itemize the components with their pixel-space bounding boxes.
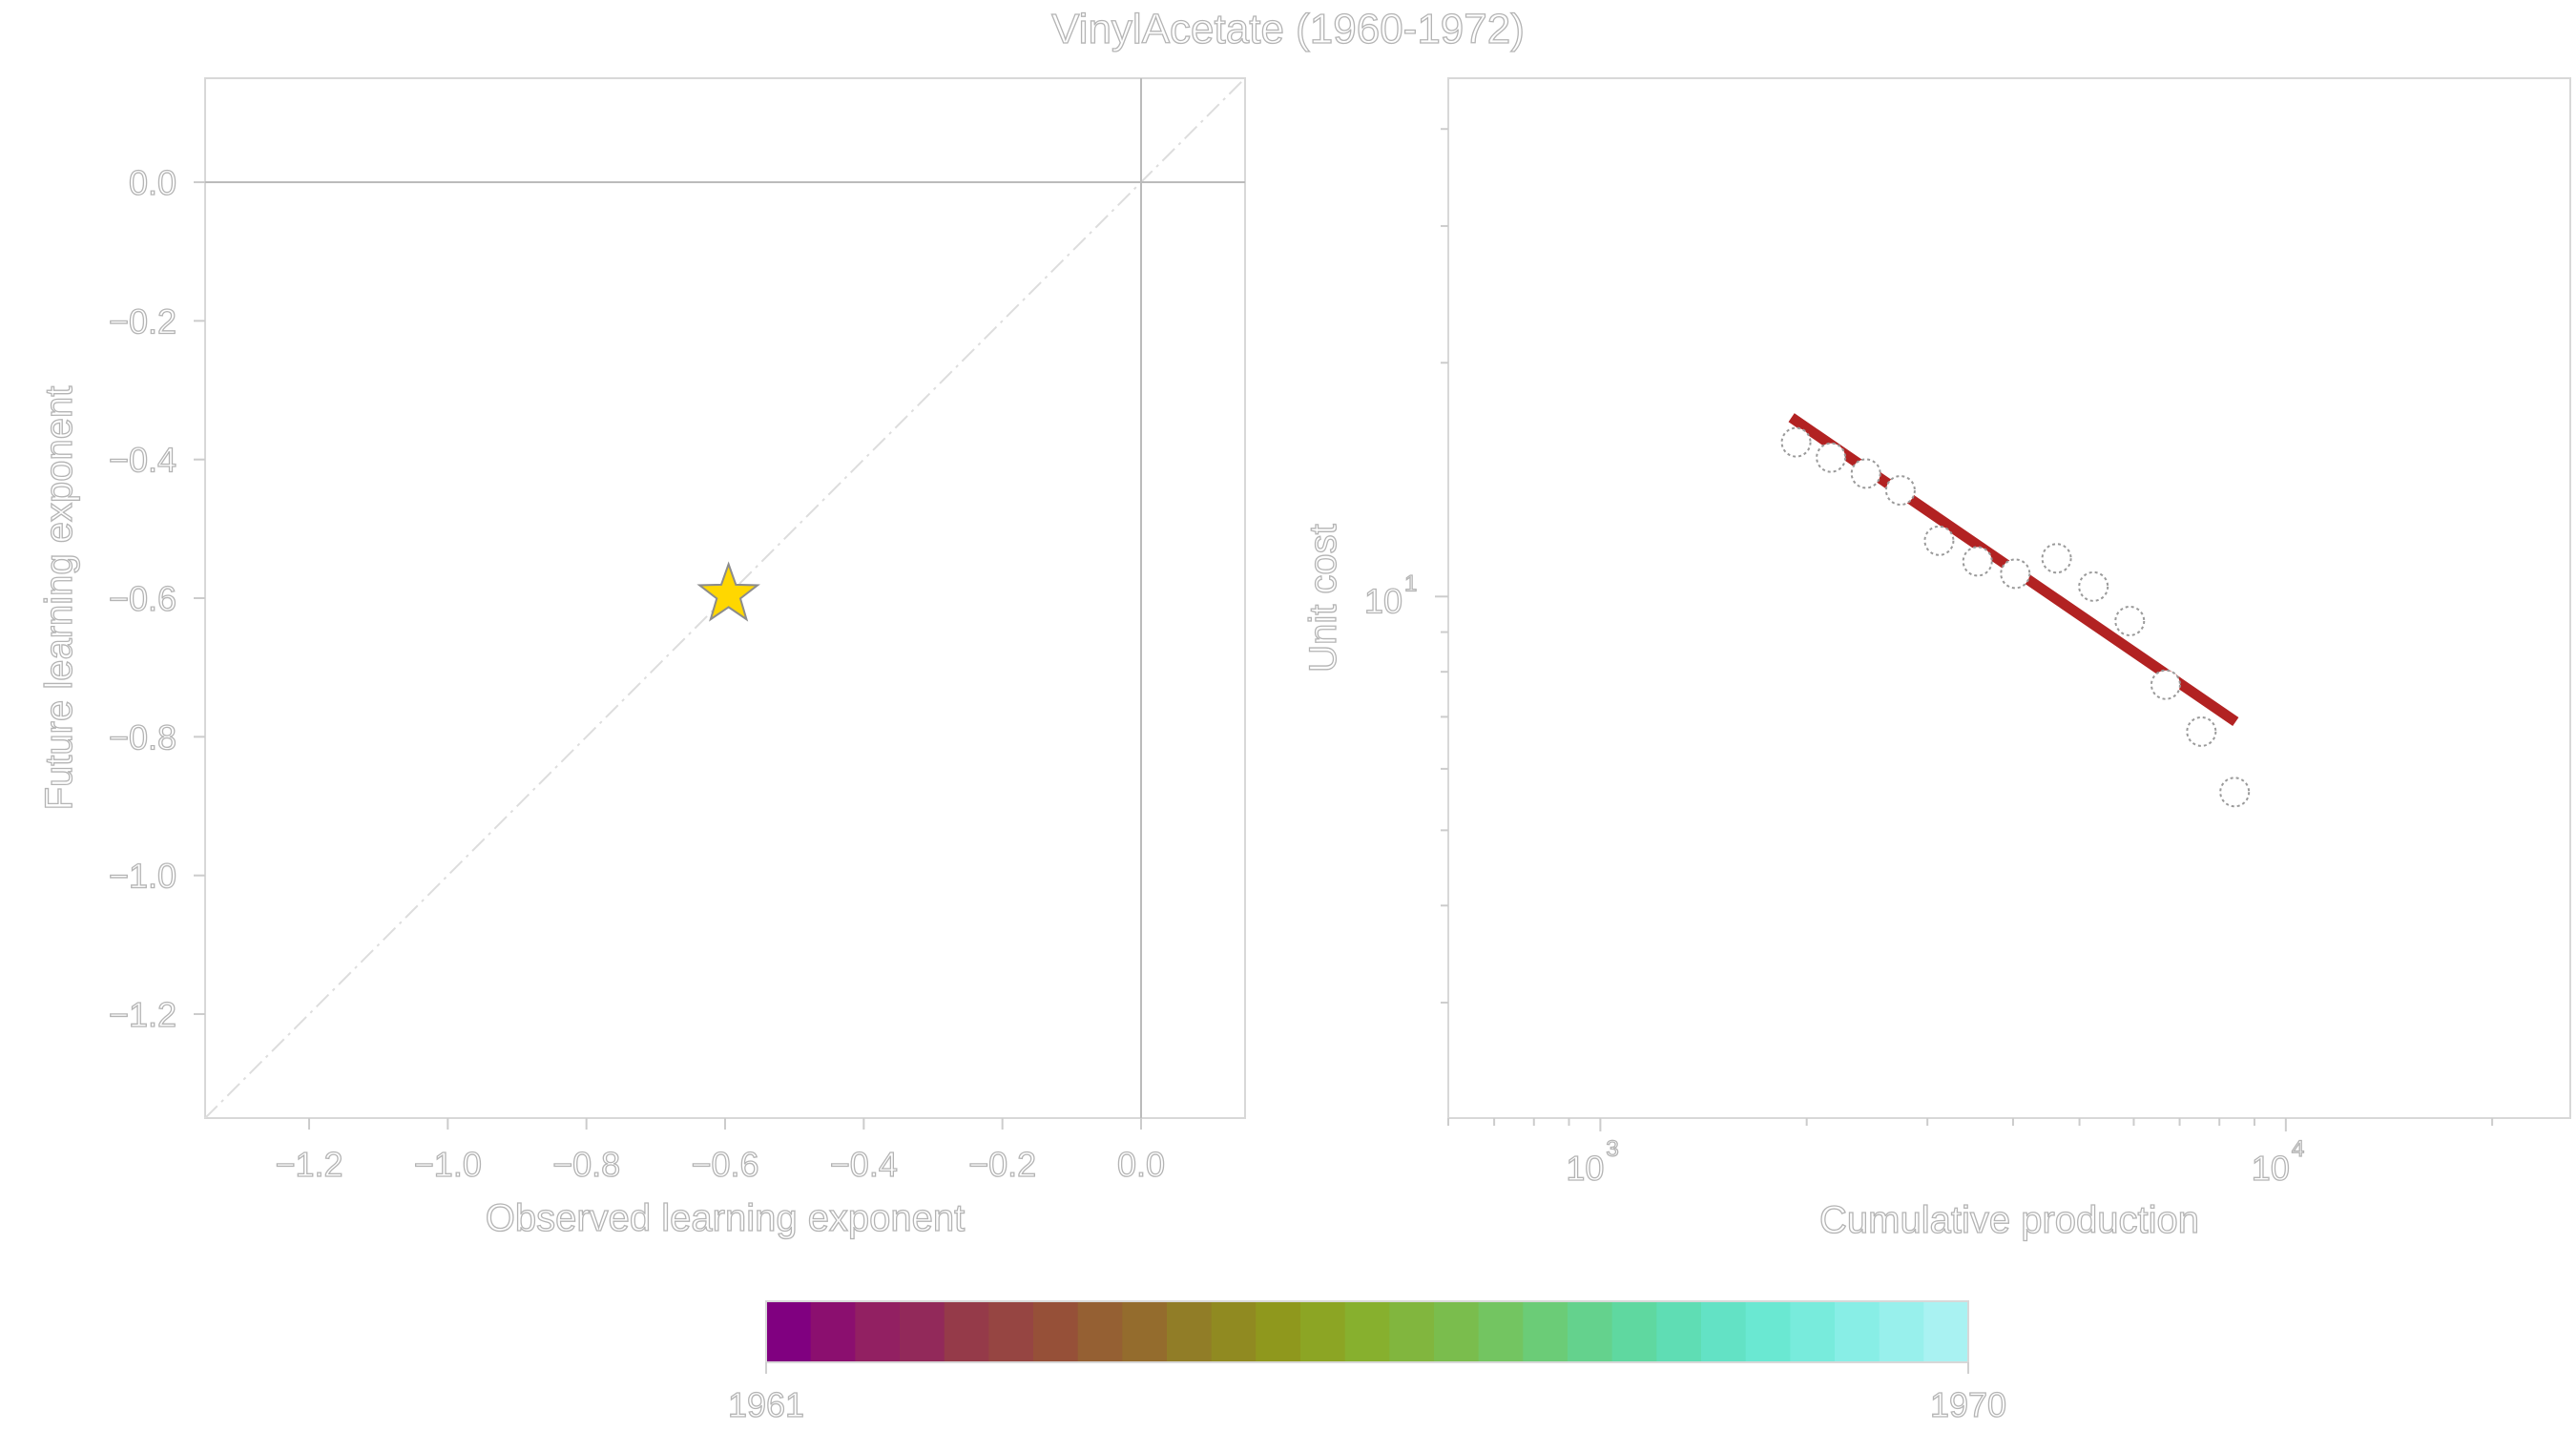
right-data-point bbox=[1923, 525, 1955, 556]
colorbar-swatch bbox=[855, 1301, 901, 1362]
right-x-tick-label-exponent: 3 bbox=[1606, 1136, 1618, 1162]
right-data-point bbox=[1884, 475, 1916, 507]
left-x-tick-label: −1.2 bbox=[275, 1145, 343, 1184]
colorbar-swatch bbox=[988, 1301, 1034, 1362]
colorbar-swatch bbox=[1167, 1301, 1213, 1362]
left-y-tick-labels: −1.2 −1.0 −0.8 −0.6 −0.4 −0.2 0.0 bbox=[108, 162, 177, 1034]
colorbar-swatch bbox=[944, 1301, 990, 1362]
colorbar-swatch bbox=[1389, 1301, 1435, 1362]
figure-title: VinylAcetate (1960-1972) bbox=[1051, 6, 1525, 52]
left-y-tick-label: −0.6 bbox=[109, 579, 177, 618]
left-x-tick-label: −0.8 bbox=[552, 1145, 620, 1184]
left-y-tick-label: 0.0 bbox=[129, 163, 177, 202]
colorbar-swatch bbox=[1256, 1301, 1301, 1362]
colorbar-swatch bbox=[1077, 1301, 1124, 1362]
left-x-tick-labels: −1.2 −1.0 −0.8 −0.6 −0.4 −0.2 0.0 bbox=[275, 1144, 1166, 1184]
left-ticks bbox=[194, 181, 1142, 1130]
left-y-tick-label: −1.0 bbox=[109, 857, 177, 896]
left-x-tick-label: −0.6 bbox=[691, 1145, 758, 1184]
left-y-tick-label: −0.8 bbox=[109, 717, 177, 757]
right-data-point bbox=[2150, 669, 2181, 700]
right-y-tick-label-exponent: 1 bbox=[1404, 570, 1417, 596]
colorbar-swatch bbox=[1478, 1301, 1525, 1362]
right-data-point bbox=[2186, 716, 2217, 747]
colorbar-swatch bbox=[766, 1301, 812, 1362]
colorbar-swatch bbox=[1568, 1301, 1613, 1362]
colorbar-swatch bbox=[1923, 1301, 1969, 1362]
colorbar-swatch bbox=[1434, 1301, 1480, 1362]
colorbar-max-label: 1970 bbox=[1930, 1385, 2006, 1424]
left-x-tick-label: −0.2 bbox=[968, 1145, 1036, 1184]
colorbar-swatch bbox=[1300, 1301, 1346, 1362]
colorbar-swatch bbox=[1122, 1301, 1168, 1362]
right-plot-frame bbox=[1447, 77, 2571, 1119]
right-x-axis-label: Cumulative production bbox=[1819, 1199, 2199, 1241]
right-data-point bbox=[2041, 543, 2072, 574]
right-points bbox=[1780, 426, 2251, 808]
right-x-tick-label-exponent: 4 bbox=[2292, 1136, 2304, 1162]
colorbar-swatch bbox=[1211, 1301, 1257, 1362]
left-points bbox=[696, 561, 760, 622]
right-data-point bbox=[2000, 558, 2031, 590]
left-x-axis-label: Observed learning exponent bbox=[486, 1197, 966, 1239]
right-ticks bbox=[1435, 128, 2494, 1131]
right-data-point bbox=[2219, 777, 2251, 808]
colorbar-swatch bbox=[1790, 1301, 1836, 1362]
right-panel: 10 3 10 4 10 1 Cumulative production Unit co… bbox=[1301, 77, 2571, 1242]
colorbar-swatch bbox=[810, 1301, 857, 1362]
right-y-tick-labels: 10 1 bbox=[1363, 570, 1418, 621]
left-y-tick-label: −0.2 bbox=[109, 301, 177, 341]
left-panel: −1.2 −1.0 −0.8 −0.6 −0.4 −0.2 0.0 −1.2 −1.0 −0.8… bbox=[37, 77, 1246, 1240]
colorbar-swatches bbox=[766, 1301, 1969, 1362]
right-data-point bbox=[1816, 442, 1847, 473]
colorbar-swatch bbox=[1033, 1301, 1079, 1362]
right-data-point bbox=[1780, 426, 1812, 458]
colorbar-swatch bbox=[1656, 1301, 1702, 1362]
left-y-tick-label: −1.2 bbox=[109, 995, 177, 1034]
colorbar-swatch bbox=[1611, 1301, 1658, 1362]
right-y-tick-label-base: 10 bbox=[1364, 581, 1402, 620]
left-y-axis-label: Future learning exponent bbox=[38, 386, 80, 811]
colorbar-min-label: 1961 bbox=[728, 1385, 804, 1424]
right-x-tick-label-base: 10 bbox=[1566, 1149, 1604, 1188]
right-data-point bbox=[2114, 605, 2146, 636]
left-x-tick-label: −1.0 bbox=[414, 1145, 482, 1184]
right-data-point bbox=[2078, 570, 2109, 602]
left-x-tick-label: 0.0 bbox=[1117, 1145, 1165, 1184]
colorbar-swatch bbox=[900, 1301, 945, 1362]
colorbar-frame bbox=[765, 1300, 1969, 1363]
colorbar-swatch bbox=[1523, 1301, 1568, 1362]
left-x-tick-label: −0.4 bbox=[830, 1145, 898, 1184]
colorbar: 1961 1970 bbox=[727, 1300, 2007, 1425]
colorbar-swatch bbox=[1745, 1301, 1792, 1362]
right-data-point bbox=[1962, 546, 1993, 577]
colorbar-swatch bbox=[1701, 1301, 1747, 1362]
right-x-tick-labels: 10 3 10 4 bbox=[1566, 1135, 2305, 1188]
colorbar-swatch bbox=[1835, 1301, 1880, 1362]
colorbar-swatch bbox=[1344, 1301, 1391, 1362]
right-y-axis-label: Unit cost bbox=[1302, 524, 1344, 673]
right-data-point bbox=[1850, 458, 1881, 489]
colorbar-swatch bbox=[1879, 1301, 1925, 1362]
right-x-tick-label-base: 10 bbox=[2252, 1149, 2290, 1188]
left-star-marker bbox=[696, 561, 760, 622]
left-y-tick-label: −0.4 bbox=[109, 441, 177, 480]
